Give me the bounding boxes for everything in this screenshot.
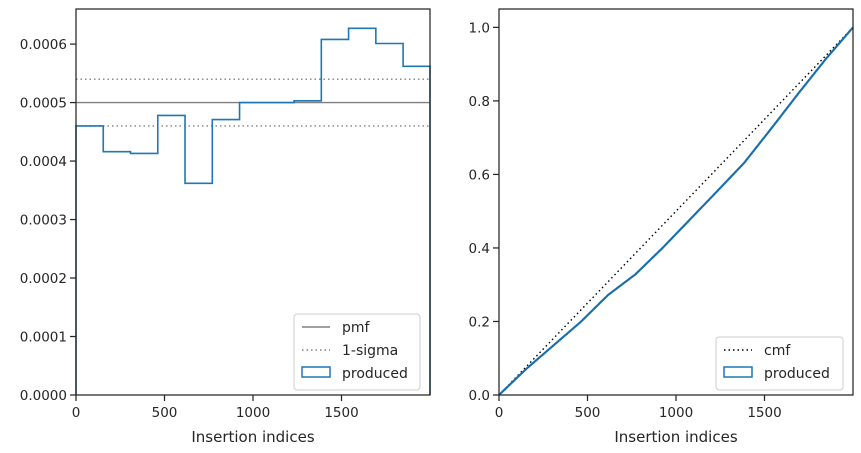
legend-produced-swatch [723, 366, 753, 378]
left-x-tick-label: 500 [152, 405, 178, 421]
legend-1-sigma-label: 1-sigma [342, 343, 398, 359]
left-y-ticks: 0.0000 0.0001 0.0002 0.0003 0.0004 0.0005 0.00… [20, 37, 76, 404]
right-y-tick-label: 0.8 [469, 94, 490, 110]
left-x-tick-label: 0 [72, 405, 81, 421]
left-y-tick-label: 0.0001 [20, 330, 67, 346]
histogram-bin [212, 120, 239, 395]
right-x-tick-label: 500 [575, 405, 601, 421]
right-y-tick-label: 0.6 [469, 167, 490, 183]
right-y-tick-label: 0.2 [469, 314, 490, 330]
left-y-tick-label: 0.0004 [20, 154, 67, 170]
right-x-tick-label: 1000 [659, 405, 693, 421]
left-x-axis-label: Insertion indices [191, 428, 314, 446]
right-plot-area [498, 26, 854, 396]
left-x-tick-label: 1500 [324, 405, 358, 421]
right-y-tick-label: 0.0 [469, 388, 490, 404]
left-y-tick-label: 0.0003 [20, 213, 67, 229]
histogram-bin [240, 103, 267, 395]
left-x-tick-label: 1000 [236, 405, 270, 421]
histogram-bin [158, 115, 185, 395]
left-chart: 0.0000 0.0001 0.0002 0.0003 0.0004 0.0005 0.00… [20, 8, 431, 446]
legend-produced-swatch [301, 366, 331, 378]
right-legend: cmf produced [715, 336, 844, 391]
histogram-bin [185, 183, 212, 395]
left-y-tick-label: 0.0006 [20, 37, 67, 53]
legend-pmf-label: pmf [342, 320, 371, 336]
left-y-tick-label: 0.0002 [20, 271, 67, 287]
histogram-bin [103, 152, 130, 395]
right-x-tick-label: 0 [495, 405, 504, 421]
left-legend: pmf 1-sigma produced [293, 313, 421, 391]
histogram-bin [131, 153, 158, 395]
right-y-tick-label: 1.0 [469, 20, 490, 36]
right-x-ticks: 0 500 1000 1500 [495, 395, 782, 421]
right-x-tick-label: 1500 [747, 405, 781, 421]
right-x-axis-label: Insertion indices [614, 428, 737, 446]
left-x-ticks: 0 500 1000 1500 [72, 395, 359, 421]
right-chart: 0.0 0.2 0.4 0.6 0.8 1.0 0 500 1000 1500 Insertio… [469, 8, 854, 446]
left-y-tick-label: 0.0000 [20, 388, 67, 404]
right-y-tick-label: 0.4 [469, 241, 490, 257]
histogram-bin [267, 103, 294, 395]
left-y-tick-label: 0.0005 [20, 96, 67, 112]
legend-produced-label: produced [764, 366, 830, 382]
legend-cmf-label: cmf [764, 343, 791, 359]
left-legend-box [293, 313, 421, 391]
right-y-ticks: 0.0 0.2 0.4 0.6 0.8 1.0 [469, 20, 499, 404]
produced-cdf-curve [498, 26, 854, 396]
histogram-bin [76, 126, 103, 395]
produced-histogram [75, 27, 431, 395]
legend-produced-label: produced [342, 366, 408, 382]
left-plot-area [75, 27, 431, 395]
